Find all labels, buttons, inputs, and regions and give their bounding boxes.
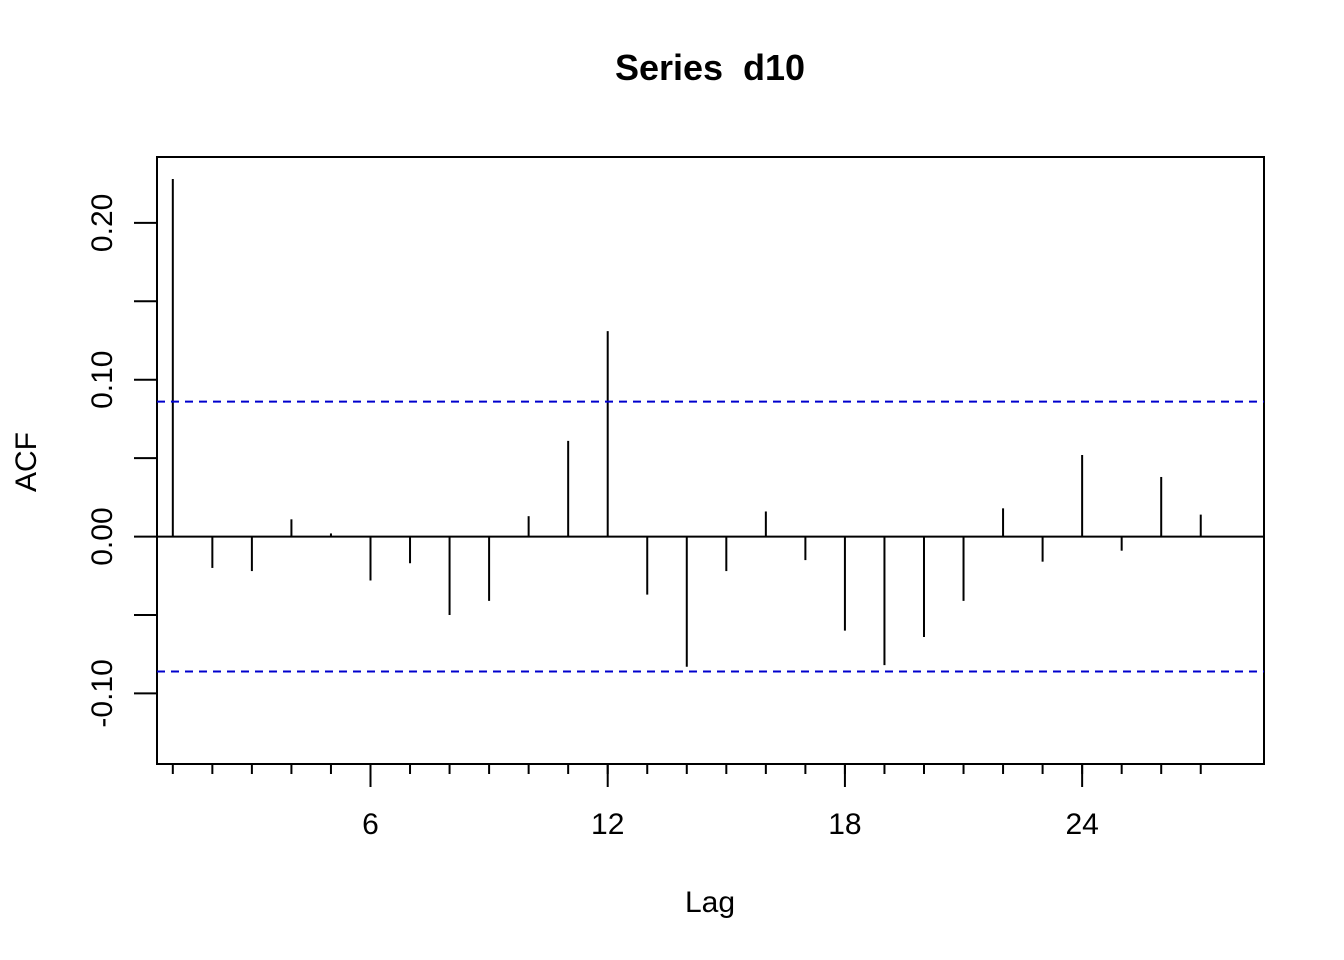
x-tick-label: 18 bbox=[828, 808, 861, 841]
chart-title: Series d10 bbox=[615, 47, 805, 88]
y-tick-label: 0.20 bbox=[86, 194, 119, 252]
x-axis-label: Lag bbox=[685, 886, 735, 919]
y-tick-label: 0.00 bbox=[86, 507, 119, 565]
plot-frame bbox=[156, 156, 1265, 765]
x-tick-label: 12 bbox=[591, 808, 624, 841]
x-tick-label: 24 bbox=[1065, 808, 1098, 841]
y-tick-label: -0.10 bbox=[86, 659, 119, 727]
y-tick-label: 0.10 bbox=[86, 351, 119, 409]
y-axis-label: ACF bbox=[10, 432, 43, 492]
x-tick-label: 6 bbox=[362, 808, 379, 841]
y-axis: -0.10 0.00 0.10 0.20 bbox=[86, 194, 157, 728]
acf-bars bbox=[157, 178, 1264, 667]
confidence-bounds bbox=[157, 400, 1264, 673]
x-axis: 6 12 18 24 bbox=[171, 764, 1202, 841]
